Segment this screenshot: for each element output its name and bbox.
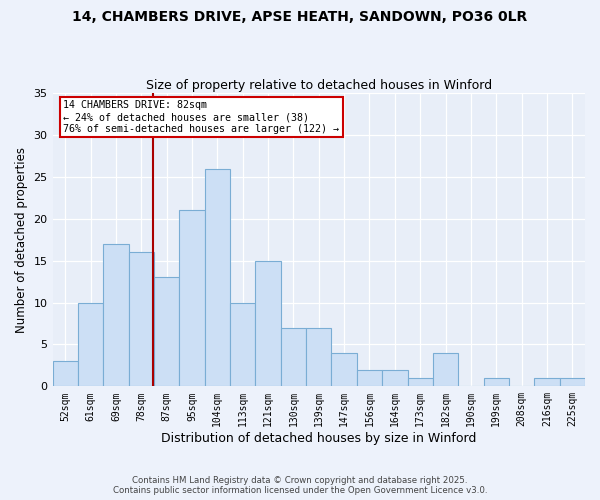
Bar: [306, 328, 331, 386]
Bar: [78, 302, 103, 386]
Bar: [534, 378, 560, 386]
Y-axis label: Number of detached properties: Number of detached properties: [15, 146, 28, 332]
Text: 14, CHAMBERS DRIVE, APSE HEATH, SANDOWN, PO36 0LR: 14, CHAMBERS DRIVE, APSE HEATH, SANDOWN,…: [73, 10, 527, 24]
Bar: [53, 361, 78, 386]
Title: Size of property relative to detached houses in Winford: Size of property relative to detached ho…: [146, 79, 492, 92]
Bar: [484, 378, 509, 386]
Bar: [154, 278, 179, 386]
Bar: [179, 210, 205, 386]
Bar: [560, 378, 585, 386]
X-axis label: Distribution of detached houses by size in Winford: Distribution of detached houses by size …: [161, 432, 476, 445]
Bar: [103, 244, 128, 386]
Bar: [382, 370, 407, 386]
Bar: [205, 168, 230, 386]
Bar: [357, 370, 382, 386]
Bar: [281, 328, 306, 386]
Bar: [230, 302, 256, 386]
Bar: [331, 353, 357, 386]
Bar: [433, 353, 458, 386]
Bar: [407, 378, 433, 386]
Bar: [128, 252, 154, 386]
Text: 14 CHAMBERS DRIVE: 82sqm
← 24% of detached houses are smaller (38)
76% of semi-d: 14 CHAMBERS DRIVE: 82sqm ← 24% of detach…: [63, 100, 339, 134]
Bar: [256, 260, 281, 386]
Text: Contains HM Land Registry data © Crown copyright and database right 2025.
Contai: Contains HM Land Registry data © Crown c…: [113, 476, 487, 495]
